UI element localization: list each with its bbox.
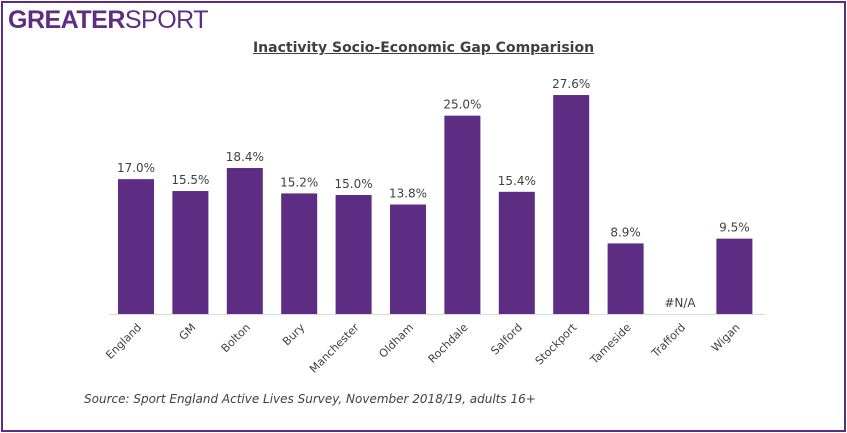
data-label: 15.4% <box>498 174 536 188</box>
data-label: 27.6% <box>552 77 590 91</box>
data-label: #N/A <box>664 296 696 310</box>
bar-wigan <box>716 238 753 314</box>
logo-light: SPORT <box>124 6 209 34</box>
bar-tameside <box>607 243 644 314</box>
x-tick-label: England <box>103 321 144 362</box>
data-label: 25.0% <box>443 98 481 112</box>
x-tick-label: Salford <box>488 321 525 358</box>
bar-manchester <box>335 195 372 314</box>
x-tick-label: Trafford <box>649 321 689 361</box>
x-tick-label: Bolton <box>219 321 253 355</box>
data-label: 18.4% <box>226 150 264 164</box>
bar-stockport <box>553 95 590 314</box>
x-tick-label: Oldham <box>376 321 416 361</box>
x-tick-label: Bury <box>280 321 308 349</box>
x-tick-label: Manchester <box>307 321 362 376</box>
data-label: 15.2% <box>280 175 318 189</box>
data-label: 15.0% <box>335 177 373 191</box>
x-tick-label: Tameside <box>587 321 634 368</box>
bar-rochdale <box>444 115 481 315</box>
data-label: 17.0% <box>117 161 155 175</box>
logo-bold: GREATER <box>8 6 125 34</box>
x-tick-label: GM <box>177 321 199 343</box>
data-label: 15.5% <box>171 173 209 187</box>
x-tick-label: Rochdale <box>426 321 471 366</box>
bar-oldham <box>390 204 426 314</box>
data-label: 13.8% <box>389 187 427 201</box>
bar-salford <box>498 191 535 314</box>
bar-bolton <box>226 168 263 314</box>
bar-bury <box>281 193 318 314</box>
bar-england <box>118 179 154 314</box>
source-note: Source: Sport England Active Lives Surve… <box>84 392 536 406</box>
data-label: 8.9% <box>610 225 641 239</box>
chart-title: Inactivity Socio-Economic Gap Comparisio… <box>252 40 595 56</box>
bar-gm <box>172 191 209 314</box>
x-tick-label: Stockport <box>533 320 580 367</box>
data-label: 9.5% <box>719 221 750 235</box>
x-tick-label: Wigan <box>709 321 743 355</box>
greatersport-logo: GREATERSPORT <box>8 6 209 35</box>
